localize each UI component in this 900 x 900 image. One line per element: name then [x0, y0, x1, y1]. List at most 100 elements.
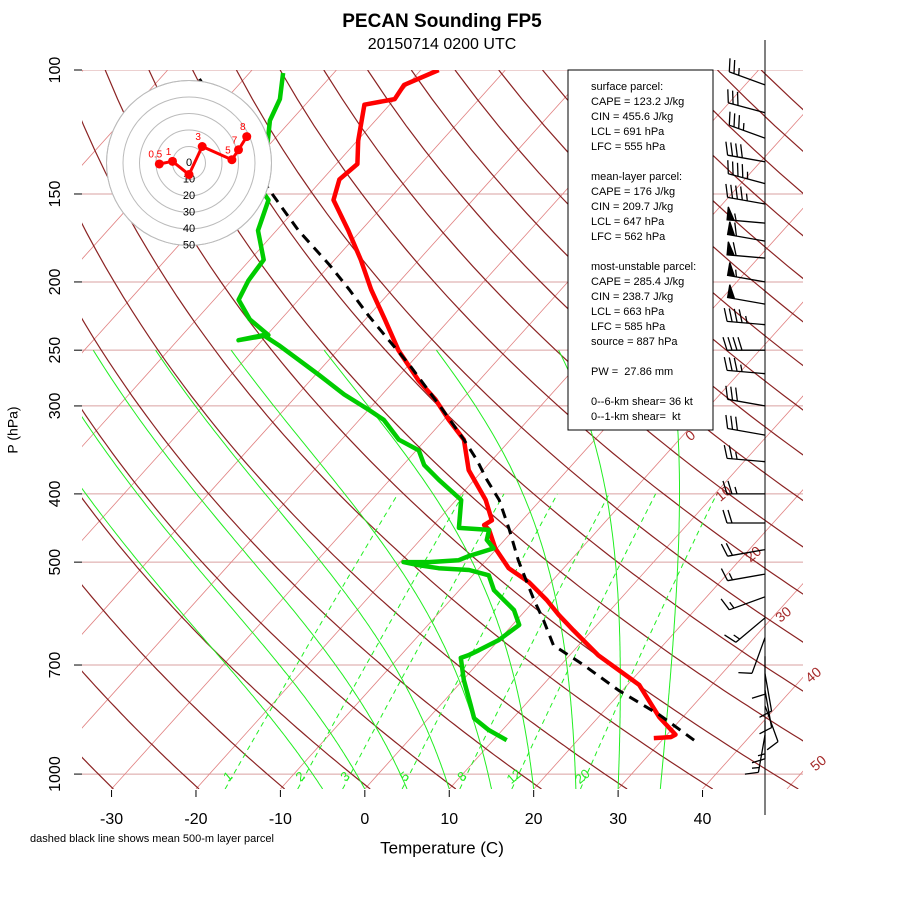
wind-barb: [725, 414, 766, 436]
wind-barb: [722, 480, 765, 495]
moist-adiabat: [92, 349, 408, 789]
mixing-ratio-line: [580, 493, 718, 789]
wind-barb: [728, 58, 766, 86]
chart-subtitle: 20150714 0200 UTC: [368, 36, 517, 53]
dry-adiabat: [82, 317, 542, 789]
hodograph-point: [242, 132, 252, 142]
wind-barb: [726, 262, 766, 283]
isotherm: [82, 70, 422, 448]
y-tick-label: 700: [47, 652, 64, 679]
info-text: mean-layer parcel:: [591, 171, 682, 183]
hodograph-point: [184, 170, 194, 180]
info-text: surface parcel:: [591, 81, 663, 93]
wind-barb: [720, 543, 766, 557]
isotherm: [82, 70, 506, 542]
wind-barb: [722, 337, 765, 351]
x-tick-label: -10: [269, 811, 292, 828]
info-text: 0--1-km shear= kt: [591, 411, 681, 423]
info-text: most-unstable parcel:: [591, 261, 696, 273]
x-tick-label: 10: [440, 811, 458, 828]
sounding-line: [236, 72, 522, 743]
wind-barb: [728, 111, 766, 139]
info-text: source = 887 hPa: [591, 336, 678, 348]
x-tick-label: 20: [525, 811, 543, 828]
isotherm: [195, 113, 803, 789]
mixing-ratio-line: [224, 493, 399, 789]
y-tick-label: 400: [47, 480, 64, 507]
hodograph-point: [168, 156, 177, 166]
wind-barb: [723, 356, 766, 375]
wind-barb: [720, 568, 766, 582]
wind-barb: [722, 509, 765, 524]
hodograph-ring-label: 50: [183, 239, 195, 251]
hodograph-ring-label: 40: [183, 223, 195, 235]
dry-adiabat: [498, 70, 803, 367]
hodograph-point-label: 1: [166, 147, 172, 158]
y-axis-label: P (hPa): [5, 406, 21, 453]
info-text: CAPE = 285.4 J/kg: [591, 276, 684, 288]
mixing-ratio-line: [401, 493, 558, 789]
x-tick-label: -30: [100, 811, 123, 828]
info-text: LCL = 663 hPa: [591, 306, 665, 318]
hodograph-ring: [106, 80, 272, 246]
info-text: CIN = 209.7 J/kg: [591, 201, 673, 213]
moist-adiabat: [82, 487, 324, 789]
moist-adiabat: [659, 350, 680, 789]
dry-adiabat: [148, 70, 803, 742]
dry-adiabat: [235, 70, 803, 643]
dry-adiabat: [82, 408, 457, 789]
hodograph-point: [227, 155, 237, 165]
dry-adiabat: [279, 70, 803, 595]
hodograph-point-label: 8: [240, 122, 246, 133]
y-tick-label: 500: [47, 549, 64, 576]
wind-barb: [725, 141, 766, 163]
y-tick-label: 150: [47, 181, 64, 208]
info-text: LFC = 555 hPa: [591, 141, 666, 153]
x-tick-label: 40: [694, 811, 712, 828]
wind-barb: [764, 705, 779, 751]
y-tick-label: 250: [47, 337, 64, 364]
wind-barb: [723, 307, 766, 326]
dry-adiabat: [454, 70, 803, 411]
hodograph-point-label: 5: [225, 145, 231, 156]
wind-barb: [726, 284, 766, 305]
wind-barb: [759, 673, 773, 718]
x-tick-label: 30: [609, 811, 627, 828]
parcel-line: [196, 75, 695, 742]
dry-adiabat: [82, 670, 200, 789]
hodograph-point-label: 0.5: [148, 150, 162, 161]
wind-barb: [720, 596, 766, 611]
mixing-ratio-line: [342, 493, 505, 789]
moist-adiabat: [155, 349, 450, 789]
hodograph-ring-label: 0: [186, 157, 192, 169]
wind-barb: [724, 617, 766, 643]
chart-title: PECAN Sounding FP5: [342, 11, 542, 32]
wind-barb: [726, 221, 766, 242]
note: dashed black line shows mean 500-m layer…: [30, 833, 274, 845]
y-tick-label: 100: [47, 57, 64, 84]
info-text: CIN = 238.7 J/kg: [591, 291, 673, 303]
wind-barb: [726, 241, 766, 259]
hodograph-ring: [139, 113, 239, 213]
dry-adiabat: [323, 70, 803, 548]
dry-adiabat: [104, 70, 799, 789]
hodograph-point: [154, 159, 164, 169]
moist-adiabat: [230, 349, 492, 789]
info-text: CAPE = 123.2 J/kg: [591, 96, 684, 108]
hodograph-ring-label: 30: [183, 206, 195, 218]
hodograph-ring: [122, 96, 256, 230]
info-text: LCL = 647 hPa: [591, 216, 665, 228]
wind-barb: [738, 637, 766, 674]
wind-barb: [725, 385, 766, 407]
hodograph-ring-label: 20: [183, 190, 195, 202]
sounding-line: [331, 70, 678, 741]
info-text: CIN = 455.6 J/kg: [591, 111, 673, 123]
y-tick-label: 1000: [47, 756, 64, 792]
x-tick-label: 0: [360, 811, 369, 828]
info-text: LFC = 585 hPa: [591, 321, 666, 333]
dry-adiabat: [82, 119, 714, 789]
x-axis-label: Temperature (C): [380, 838, 504, 857]
dry-adiabat: [82, 222, 628, 789]
